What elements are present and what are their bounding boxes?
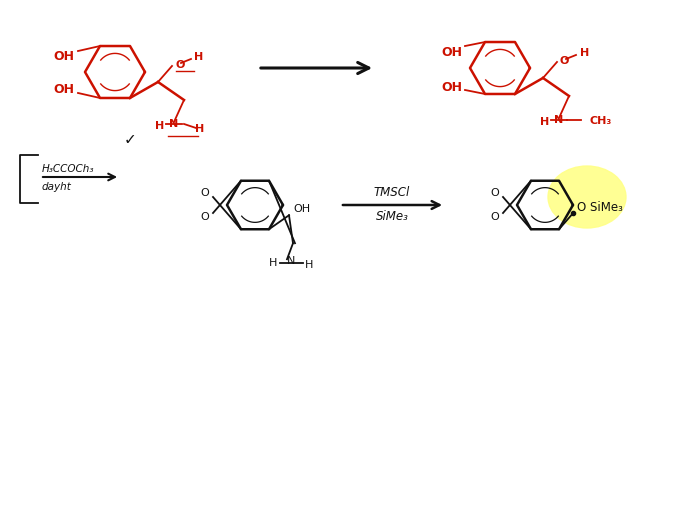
Text: O: O bbox=[491, 212, 499, 222]
Text: OH: OH bbox=[53, 83, 74, 97]
Text: H: H bbox=[195, 124, 204, 134]
Text: H: H bbox=[304, 260, 313, 270]
Text: O: O bbox=[201, 212, 209, 222]
Text: O: O bbox=[560, 56, 569, 66]
Text: H: H bbox=[269, 258, 277, 268]
Text: ✓: ✓ bbox=[124, 132, 136, 148]
Text: H₃CCOCh₃: H₃CCOCh₃ bbox=[42, 164, 94, 174]
Text: N: N bbox=[554, 115, 564, 125]
Text: O SiMe₃: O SiMe₃ bbox=[577, 201, 623, 214]
Text: OH: OH bbox=[442, 81, 463, 94]
Text: OH: OH bbox=[53, 49, 74, 62]
Text: TMSCl: TMSCl bbox=[374, 186, 410, 200]
Text: H: H bbox=[194, 52, 203, 62]
Text: N: N bbox=[287, 256, 295, 266]
Text: O: O bbox=[175, 60, 184, 70]
Text: N: N bbox=[169, 119, 178, 129]
Text: H: H bbox=[155, 121, 164, 131]
Text: H: H bbox=[580, 48, 589, 58]
Text: OH: OH bbox=[293, 204, 310, 214]
Ellipse shape bbox=[548, 166, 626, 228]
Text: CH₃: CH₃ bbox=[589, 116, 611, 126]
Text: O: O bbox=[201, 188, 209, 198]
Text: dayht: dayht bbox=[42, 182, 72, 192]
Text: H: H bbox=[540, 117, 550, 127]
Text: OH: OH bbox=[442, 46, 463, 58]
Text: SiMe₃: SiMe₃ bbox=[376, 211, 408, 224]
Text: O: O bbox=[491, 188, 499, 198]
